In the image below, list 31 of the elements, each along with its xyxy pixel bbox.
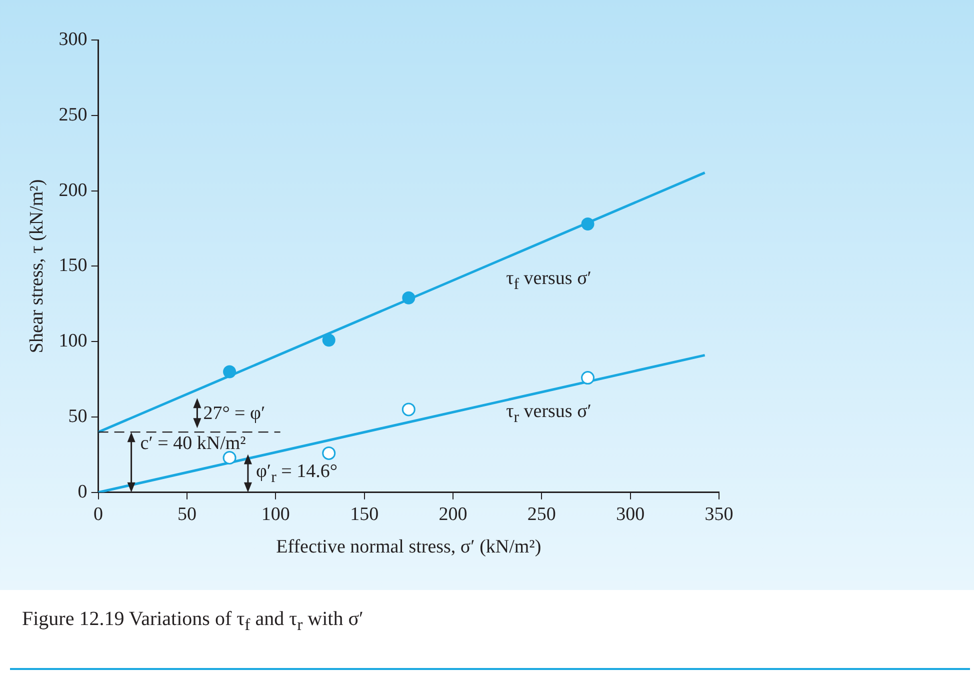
x-tick-label: 100 — [261, 504, 290, 525]
annotation: τ$_{f}$ versus σ′ — [506, 268, 592, 294]
caption: Figure 12.19 Variations of τ$_{f}$ and τ$_{r}$ with σ′ — [22, 608, 364, 635]
point — [322, 334, 336, 347]
annotation: τ$_{r}$ versus σ′ — [506, 401, 592, 427]
point — [222, 450, 236, 464]
y-tick-label: 250 — [58, 104, 88, 126]
y-tick-label: 200 — [58, 180, 88, 201]
y-tick-label: 50 — [68, 406, 88, 427]
x-tick-label: 50 — [177, 504, 196, 525]
point — [402, 291, 416, 304]
annotation: φ′$_{r}$ = 14.6° — [256, 461, 338, 488]
y-tick-label: 100 — [58, 330, 88, 352]
y-axis-title: Shear stress, τ (kN/m²) — [26, 179, 48, 354]
ref-line-label: c′ = 40 kN/m² — [140, 433, 246, 456]
x-tick-label: 150 — [350, 504, 379, 525]
x-tick-label: 0 — [94, 504, 104, 525]
y-tick-label: 0 — [78, 481, 88, 502]
point — [402, 402, 416, 416]
y-tick-label: 150 — [58, 255, 88, 276]
x-tick-label: 250 — [527, 504, 556, 525]
x-axis-title: Effective normal stress, σ′ (kN/m²) — [276, 536, 542, 558]
y-tick-label: 300 — [58, 28, 88, 50]
annotation: 27° = φ′ — [203, 403, 266, 426]
point — [223, 365, 236, 378]
point — [581, 217, 594, 230]
point — [322, 446, 336, 460]
point — [581, 371, 595, 385]
x-tick-label: 350 — [704, 504, 734, 525]
x-tick-label: 300 — [616, 504, 645, 525]
x-tick-label: 200 — [438, 504, 468, 525]
